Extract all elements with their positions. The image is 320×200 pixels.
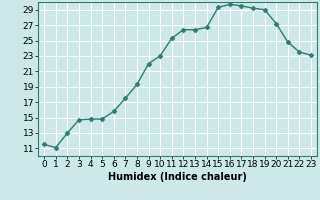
X-axis label: Humidex (Indice chaleur): Humidex (Indice chaleur) (108, 172, 247, 182)
